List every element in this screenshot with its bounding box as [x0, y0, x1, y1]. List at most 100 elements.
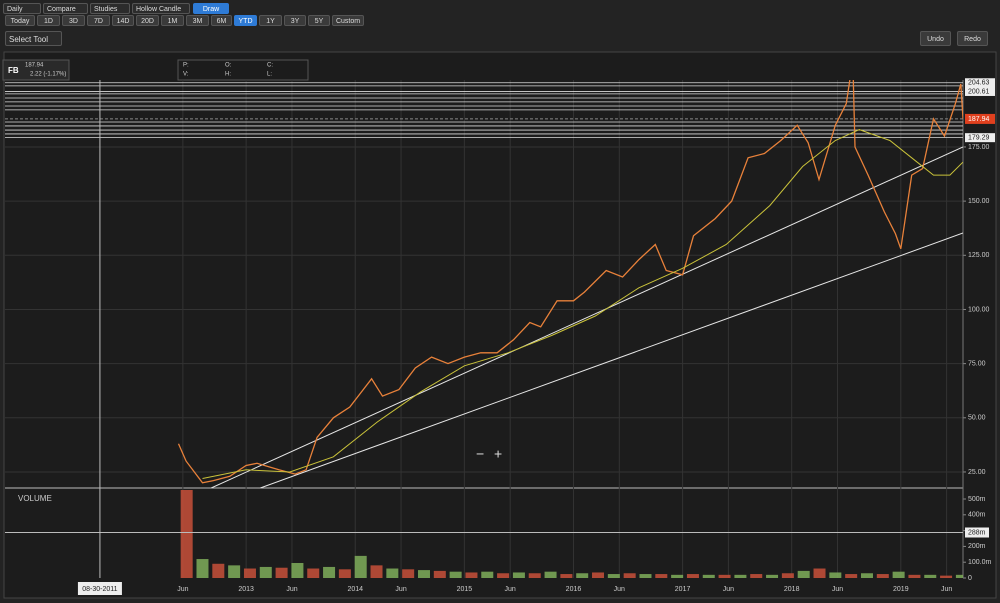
volume-bar: [623, 573, 636, 578]
volume-bar: [750, 574, 763, 578]
volume-bar: [639, 574, 652, 578]
range-button[interactable]: 20D: [136, 15, 159, 26]
quote-change: 2.22 (-1.17%): [30, 72, 66, 78]
range-button[interactable]: 6M: [211, 15, 232, 26]
dropdown[interactable]: Compare: [43, 3, 88, 14]
redo-button[interactable]: Redo: [957, 31, 988, 46]
range-button[interactable]: Custom: [332, 15, 364, 26]
volume-bar: [449, 571, 462, 578]
x-tick-label: Jun: [941, 586, 952, 593]
trendline: [210, 146, 963, 488]
last-price-label: 187.94: [968, 116, 990, 123]
volume-bar: [354, 555, 367, 578]
x-tick-label: Jun: [614, 586, 625, 593]
volume-bar: [212, 563, 225, 578]
range-button[interactable]: 3D: [62, 15, 85, 26]
volume-tick-label: 200m: [968, 543, 986, 550]
ohlc-label: O:: [225, 63, 232, 69]
range-button[interactable]: 3Y: [284, 15, 306, 26]
range-button[interactable]: 5Y: [308, 15, 330, 26]
y-tick-label: 150.00: [968, 198, 990, 205]
crosshair-x-box: [77, 582, 122, 595]
volume-bar: [307, 568, 320, 578]
volume-bar: [940, 575, 953, 578]
dropdown[interactable]: Hollow Candle: [132, 3, 190, 14]
volume-bar: [876, 574, 889, 578]
volume-bar: [465, 572, 478, 578]
volume-tick-label: 0: [968, 575, 972, 582]
range-button[interactable]: YTD: [234, 15, 257, 26]
range-button[interactable]: 14D: [112, 15, 134, 26]
range-button[interactable]: 1D: [37, 15, 60, 26]
volume-bar: [860, 573, 873, 578]
volume-bar: [592, 572, 605, 578]
ohlc-label: V:: [183, 72, 189, 78]
moving-average: [202, 129, 963, 479]
volume-layer: [180, 490, 963, 578]
y-tick-label: 100.00: [968, 306, 990, 313]
ohlc-label: P:: [183, 63, 189, 69]
level-label-box: [965, 133, 995, 143]
zoom-out[interactable]: −: [476, 446, 484, 462]
x-tick-label: 2013: [238, 586, 254, 593]
volume-title: VOLUME: [18, 494, 52, 503]
draw-button[interactable]: Draw: [193, 3, 229, 14]
volume-bar: [291, 562, 304, 578]
volume-bar: [686, 574, 699, 578]
price-layer: [177, 80, 963, 488]
volume-bar: [417, 570, 430, 578]
x-tick-label: 2016: [566, 586, 582, 593]
range-button[interactable]: 1Y: [259, 15, 282, 26]
volume-bar: [576, 573, 589, 578]
y-tick-label: 75.00: [968, 360, 986, 367]
x-tick-label: 2014: [347, 586, 363, 593]
range-button[interactable]: 1M: [161, 15, 184, 26]
range-button[interactable]: 3M: [186, 15, 209, 26]
quote-price: 187.94: [25, 63, 44, 69]
ohlc-label: H:: [225, 72, 231, 78]
volume-bar: [655, 574, 668, 578]
y-tick-label: 50.00: [968, 415, 986, 422]
volume-bar: [797, 570, 810, 578]
trendline: [260, 232, 963, 488]
volume-tick-label: 100.0m: [968, 559, 992, 566]
volume-bar: [275, 567, 288, 578]
volume-bar: [718, 574, 731, 578]
x-tick-label: 2017: [675, 586, 691, 593]
y-tick-label: 25.00: [968, 469, 986, 476]
volume-bar: [734, 574, 747, 578]
undo-button[interactable]: Undo: [920, 31, 951, 46]
ohlc-label: C:: [267, 63, 273, 69]
volume-bar: [560, 574, 573, 578]
x-tick-label: Jun: [832, 586, 843, 593]
crosshair-y-box: [965, 527, 989, 538]
x-tick-label: 2019: [893, 586, 909, 593]
volume-tick-label: 500m: [968, 496, 986, 503]
volume-bar: [433, 570, 446, 578]
volume-bar: [228, 565, 241, 578]
volume-bar: [402, 569, 415, 578]
volume-bar: [323, 566, 336, 578]
x-tick-label: Jun: [395, 586, 406, 593]
plot-frame: [3, 51, 997, 599]
volume-bar: [243, 568, 256, 578]
level-label-box: [965, 86, 995, 96]
range-button[interactable]: Today: [5, 15, 35, 26]
volume-bar: [338, 569, 351, 578]
volume-bar: [386, 568, 399, 578]
dropdown[interactable]: Daily: [3, 3, 41, 14]
level-label-box: [965, 78, 995, 88]
x-tick-label: Jun: [505, 586, 516, 593]
zoom-in[interactable]: +: [494, 446, 502, 462]
volume-bar: [180, 490, 193, 578]
dropdown[interactable]: Studies: [90, 3, 130, 14]
volume-bar: [259, 566, 272, 578]
x-tick-label: 2018: [784, 586, 800, 593]
y-tick-label: 125.00: [968, 252, 990, 259]
x-tick-label: Jun: [723, 586, 734, 593]
volume-bar: [481, 571, 494, 578]
select-tool[interactable]: Select Tool: [5, 31, 62, 46]
range-button[interactable]: 7D: [87, 15, 110, 26]
